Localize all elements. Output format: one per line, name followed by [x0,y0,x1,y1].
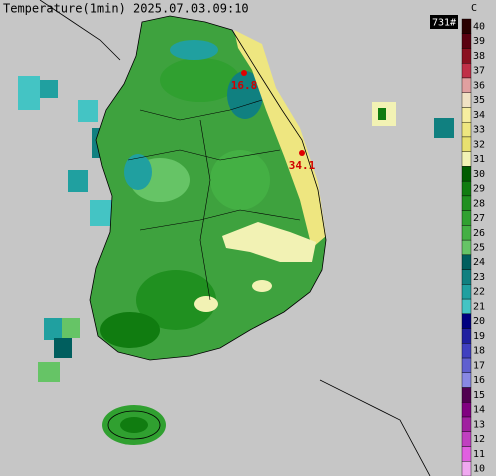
colorbar-label: 21 [473,301,485,312]
colorbar-cell [461,18,472,34]
coastline [39,0,431,476]
station-label: 16.8 [231,79,258,92]
colorbar-label: 10 [473,464,485,475]
colorbar-cell [461,92,472,108]
colorbar-label: 32 [473,139,485,150]
colorbar-cell [461,431,472,447]
colorbar-cell [461,416,472,432]
colorbar-cell [461,180,472,197]
colorbar-cell [461,402,472,418]
colorbar-label: 15 [473,390,485,401]
temperature-patches [100,30,326,348]
colorbar-cell [461,33,472,49]
colorbar-label: 37 [473,66,485,77]
station-count: 731# [432,18,456,29]
colorbar-cell [461,343,472,359]
colorbar-label: 38 [473,51,485,62]
colorbar-cell [461,328,472,344]
colorbar-cell [461,254,472,270]
colorbar-label: 11 [473,449,485,460]
colorbar-cell [461,225,472,241]
colorbar-cell [461,77,472,93]
colorbar-cell [461,195,472,211]
colorbar-cell [461,357,472,374]
station-count-box [430,15,458,29]
colorbar-unit: C [471,3,477,14]
colorbar-cell [461,313,472,329]
colorbar-cell [461,387,472,403]
colorbar-label: 34 [473,110,485,121]
colorbar-label: 17 [473,360,485,371]
colorbar-cell [461,269,472,285]
colorbar-label: 40 [473,21,485,32]
colorbar-label: 14 [473,405,485,416]
colorbar-cell [461,107,472,123]
colorbar-label: 20 [473,316,485,327]
colorbar-cell [461,121,472,138]
colorbar-cell [461,298,472,315]
colorbar-label: 25 [473,243,485,254]
colorbar: 40 39 38 37 36 35 34 33 32 31 30 29 28 27 26 25 24 23 22 21… [461,18,485,476]
colorbar-cell [461,446,472,462]
colorbar-label: 33 [473,125,485,136]
colorbar-label: 35 [473,95,485,106]
colorbar-label: 39 [473,36,485,47]
station-label: 34.1 [289,159,316,172]
colorbar-label: 18 [473,346,485,357]
colorbar-cell [461,284,472,300]
colorbar-cell [461,48,472,64]
colorbar-label: 19 [473,331,485,342]
colorbar-cell [461,166,472,182]
colorbar-label: 24 [473,257,485,268]
colorbar-label: 12 [473,434,485,445]
sea-patches [18,76,454,382]
station-dot [241,70,247,76]
colorbar-label: 16 [473,375,485,386]
station-dot [299,150,305,156]
island-center [120,417,148,433]
colorbar-cell [461,63,472,79]
colorbar-label: 27 [473,213,485,224]
colorbar-label: 28 [473,198,485,209]
colorbar-label: 26 [473,228,485,239]
colorbar-cell [461,239,472,256]
colorbar-cell [461,136,472,152]
borders [127,99,301,301]
colorbar-label: 13 [473,419,485,430]
colorbar-cell [461,461,472,476]
colorbar-cell [461,210,472,226]
colorbar-cell [461,151,472,167]
title: Temperature(1min) 2025.07.03.09:10 [3,2,249,16]
stations: 16.8 34.1 [231,70,316,172]
colorbar-label: 23 [473,272,485,283]
colorbar-label: 36 [473,80,485,91]
colorbar-label: 30 [473,169,485,180]
colorbar-label: 22 [473,287,485,298]
colorbar-cell [461,372,472,388]
colorbar-label: 29 [473,184,485,195]
colorbar-label: 31 [473,154,485,165]
